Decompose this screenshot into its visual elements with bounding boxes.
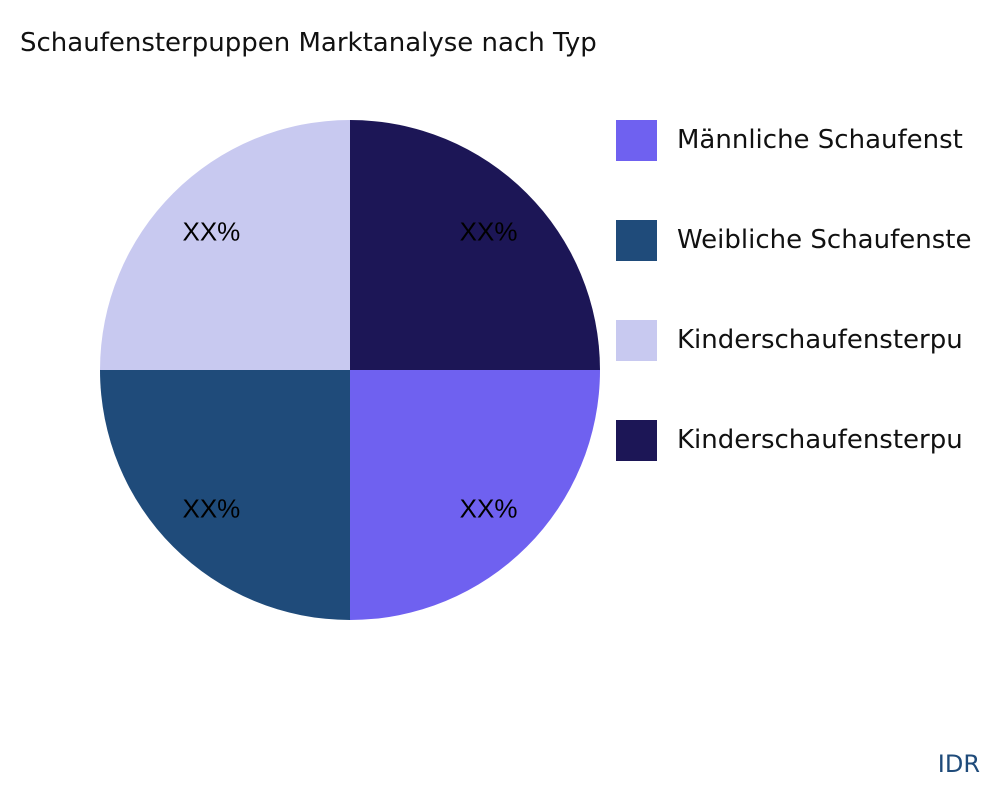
pie-slice-2[interactable] [100, 120, 350, 370]
slice-label-0: XX% [460, 494, 518, 524]
brand-logo-text: IDR [937, 750, 980, 778]
legend-item-1[interactable]: Weibliche Schaufenste [616, 219, 971, 261]
legend-label: Kinderschaufensterpu [677, 325, 963, 355]
slice-label-3: XX% [460, 216, 518, 246]
legend-swatch [616, 219, 657, 261]
legend-item-2[interactable]: Kinderschaufensterpu [616, 319, 963, 361]
pie-slice-0[interactable] [350, 370, 600, 620]
legend-item-3[interactable]: Kinderschaufensterpu [616, 419, 963, 461]
legend-label: Männliche Schaufenst [677, 125, 963, 155]
pie-slice-1[interactable] [100, 370, 350, 620]
legend-label: Weibliche Schaufenste [677, 225, 972, 255]
slice-label-2: XX% [183, 216, 241, 246]
legend-swatch [616, 119, 657, 161]
legend-item-0[interactable]: Männliche Schaufenst [616, 119, 963, 161]
legend-swatch [616, 419, 657, 461]
legend-swatch [616, 319, 657, 361]
slice-label-1: XX% [183, 494, 241, 524]
legend-label: Kinderschaufensterpu [677, 425, 963, 455]
pie-slice-3[interactable] [350, 120, 600, 370]
chart-title: Schaufensterpuppen Marktanalyse nach Typ [20, 28, 597, 58]
